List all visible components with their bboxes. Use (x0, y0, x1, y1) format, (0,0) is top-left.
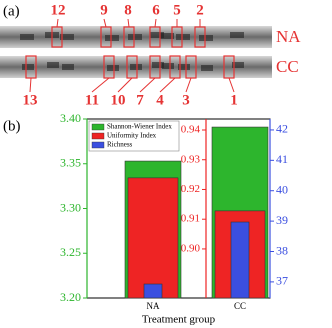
band-number: 8 (124, 2, 132, 18)
pointer-line (127, 18, 130, 28)
gel-band (130, 64, 142, 70)
band-box (103, 55, 115, 79)
gel-band (160, 33, 174, 39)
gel-band (232, 62, 244, 68)
band-number: 7 (136, 92, 144, 108)
legend-swatch (91, 141, 105, 149)
gel-band (199, 35, 213, 41)
pointer-line (228, 77, 235, 93)
band-number: 4 (156, 92, 164, 108)
band-number: 1 (230, 92, 238, 108)
y-tick-label: 3.30 (60, 200, 81, 214)
band-box (51, 26, 63, 48)
band-box (185, 55, 197, 79)
gel-band (178, 64, 190, 70)
legend-label: Shannon-Wiener Index (107, 123, 172, 131)
band-number: 3 (182, 92, 190, 108)
legend-swatch (91, 132, 105, 140)
band-box (149, 55, 161, 79)
gel-band (128, 34, 142, 40)
y-tick-label: 3.35 (60, 156, 81, 170)
x-tick-label: NA (147, 301, 160, 311)
band-box (171, 26, 183, 48)
gel-band (20, 34, 34, 40)
band-box (169, 55, 181, 79)
y-tick-label: 0.93 (181, 153, 201, 165)
gel-band (176, 34, 190, 40)
gel-band (60, 34, 74, 40)
y-tick-label: 0.94 (181, 124, 201, 136)
band-box (149, 26, 161, 48)
panel-label: (a) (3, 3, 20, 19)
y-tick-label: 0.91 (181, 213, 200, 225)
gel-band (22, 64, 34, 70)
y-tick-label: 41 (276, 152, 288, 166)
pointer-line (103, 18, 107, 28)
gel-band (47, 62, 59, 68)
bar (143, 283, 163, 299)
band-box (123, 26, 135, 48)
band-box (194, 26, 206, 48)
band-number: 10 (111, 92, 126, 108)
pointer-line (139, 77, 156, 93)
pointer-line (185, 77, 192, 93)
pointer-line (117, 77, 133, 93)
gel-band (162, 63, 174, 69)
y-tick-label: 42 (276, 122, 288, 136)
band-number: 6 (152, 2, 160, 18)
band-number: 11 (85, 92, 99, 108)
gel-band (152, 62, 164, 68)
gel-band (230, 32, 244, 38)
pointer-line (56, 18, 59, 28)
y-tick-label: 39 (276, 213, 288, 227)
gel-band (105, 35, 119, 41)
y-tick-label: 0.90 (181, 242, 201, 254)
x-axis-title: Treatment group (142, 314, 216, 326)
y-tick-label: 3.40 (60, 111, 81, 125)
band-number: 2 (196, 2, 204, 18)
panel-label: (b) (3, 118, 21, 134)
bar (230, 221, 250, 299)
pointer-line (154, 18, 157, 28)
gel-band (107, 65, 119, 71)
lane-label: CC (276, 57, 299, 76)
pointer-line (29, 77, 32, 93)
lane-label: NA (276, 27, 301, 46)
bar (127, 177, 179, 299)
gel-band (150, 32, 164, 38)
band-number: 9 (100, 2, 108, 18)
y-tick-label: 37 (276, 274, 288, 288)
pointer-line (159, 77, 176, 93)
gel-band (201, 65, 213, 71)
band-number: 13 (23, 92, 38, 108)
band-box (25, 55, 37, 79)
pointer-line (91, 77, 110, 93)
band-box (126, 55, 138, 79)
y-tick-label: 40 (276, 182, 288, 196)
y-tick-label: 3.20 (60, 290, 81, 304)
y-tick-label: 0.92 (181, 183, 200, 195)
x-tick-label: CC (234, 301, 246, 311)
gel-band (62, 64, 74, 70)
legend-label: Richness (107, 141, 133, 149)
legend-swatch (91, 123, 105, 131)
band-number: 5 (173, 2, 181, 18)
legend-label: Uniformity Index (107, 132, 157, 140)
band-box (100, 26, 112, 48)
y-tick-label: 3.25 (60, 245, 81, 259)
y-tick-label: 38 (276, 243, 288, 257)
band-box (223, 55, 235, 79)
band-number: 12 (51, 2, 66, 18)
